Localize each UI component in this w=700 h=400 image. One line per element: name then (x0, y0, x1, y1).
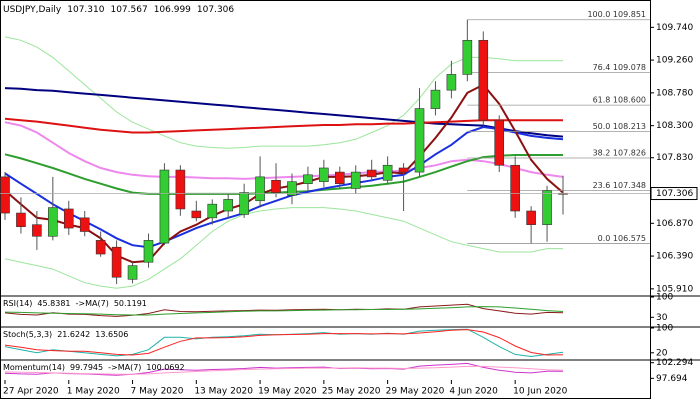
candle-body (478, 39, 489, 121)
indicator-line (4, 87, 564, 138)
symbol-title: USDJPY,Daily (3, 5, 62, 15)
indicator-line (4, 117, 563, 134)
readout-value: 100.0692 (146, 363, 184, 372)
indicator-name: RSI(14) (3, 299, 32, 308)
candle-body (127, 265, 138, 280)
fib-label: 100.0 109.851 (587, 10, 646, 19)
ohlc-value: 107.306 (197, 5, 234, 15)
panel-title: Stoch(5,3,3) 21.6242 13.6506 (3, 330, 128, 339)
x-tick-label: 1 May 2020 (67, 387, 120, 397)
candle-body (287, 181, 297, 196)
fib-label: 61.8 108.600 (593, 96, 646, 105)
y-tick-label: 109.260 (656, 56, 693, 66)
candle-body (79, 217, 90, 232)
candle-body (239, 192, 249, 215)
x-tick-label: 7 May 2020 (131, 387, 184, 397)
readout-value: 50.1191 (114, 299, 147, 308)
fib-label: 23.6 107.348 (593, 181, 646, 190)
ohlc-value: 107.310 (67, 5, 104, 15)
candle-body (48, 207, 58, 237)
candle-body (271, 179, 281, 193)
fib-label: 0.0 106.575 (598, 234, 646, 243)
candle-body (159, 169, 170, 244)
indicator-line (4, 83, 564, 264)
candle-body (366, 169, 377, 178)
candle-body (398, 167, 409, 173)
candle-body (175, 169, 186, 210)
candle-body (207, 203, 218, 219)
x-tick-label: 29 May 2020 (386, 387, 445, 397)
readout-value: 99.7945 (70, 363, 103, 372)
indicator-line (4, 306, 564, 316)
candle-body (0, 176, 10, 214)
ohlc-value: 106.999 (154, 5, 191, 15)
x-tick-label: 10 Jun 2020 (513, 387, 567, 397)
fib-label: 50.0 108.213 (593, 122, 646, 131)
candle-body (462, 39, 473, 75)
y-tick-label: 100 (656, 293, 673, 303)
candle-body (63, 208, 74, 229)
candle-body (494, 119, 505, 166)
candle-body (255, 176, 265, 202)
y-tick-label: 108.780 (656, 88, 693, 98)
indicator-name: Momentum(14) (3, 363, 65, 372)
indicator-line (4, 365, 564, 375)
candle-body (430, 89, 441, 109)
indicator-line (4, 303, 564, 317)
candle-body (303, 174, 313, 184)
candle-body (32, 224, 42, 237)
y-tick-label: 30 (656, 313, 668, 323)
y-tick-label: 106.390 (656, 252, 693, 262)
readout-value: 13.6506 (95, 330, 128, 339)
candle-body (95, 240, 106, 255)
y-tick-label: 100 (656, 324, 673, 334)
last-price-box (650, 187, 698, 201)
x-tick-label: 19 May 2020 (258, 387, 317, 397)
candle-body (319, 167, 329, 182)
candle-body (334, 171, 345, 184)
y-tick-label: 108.300 (656, 121, 693, 131)
x-tick-label: 4 Jun 2020 (449, 387, 498, 397)
y-tick-label: 97.694 (656, 374, 688, 384)
indicator-line (4, 207, 563, 289)
candle-body (111, 246, 122, 278)
panel-title: Momentum(14) 99.7945 ->MA(7) 100.0692 (3, 363, 185, 372)
x-tick-label: 27 Apr 2020 (3, 387, 59, 397)
indicator-line (4, 362, 563, 376)
series-name: ->MA(7) (108, 363, 141, 372)
indicator-name: Stoch(5,3,3) (3, 330, 52, 339)
readout-value: 45.8381 (37, 299, 70, 308)
ohlc-value: 107.567 (110, 5, 147, 15)
candle-body (16, 212, 26, 228)
y-tick-label: 106.870 (656, 219, 693, 229)
panel-title: RSI(14) 45.8381 ->MA(7) 50.1191 (3, 299, 147, 308)
fib-label: 38.2 107.826 (593, 149, 646, 158)
y-tick-label: 102.294 (656, 358, 693, 368)
x-tick-label: 25 May 2020 (322, 387, 381, 397)
candle-body (414, 108, 425, 173)
candle-body (446, 74, 457, 91)
series-name: ->MA(7) (76, 299, 109, 308)
x-tick-label: 13 May 2020 (194, 387, 253, 397)
fib-label: 76.4 109.078 (593, 63, 646, 72)
frame (0, 0, 651, 399)
readout-value: 21.6242 (57, 330, 90, 339)
last-price-label: 107.306 (656, 189, 693, 199)
indicator-line (4, 153, 563, 195)
candle-body (143, 240, 154, 263)
candle-body (382, 164, 393, 181)
candle-body (510, 164, 520, 212)
candle-body (350, 171, 361, 189)
indicator-line (4, 329, 564, 356)
y-tick-label: 109.740 (656, 23, 693, 33)
candle-body (542, 190, 552, 225)
chart-header: USDJPY,Daily 107.310 107.567 106.999 107.306 (3, 5, 234, 15)
y-tick-label: 107.830 (656, 153, 693, 163)
candle-body (223, 199, 233, 212)
y-tick-label: 20 (656, 348, 668, 358)
y-tick-label: 105.910 (656, 284, 693, 294)
candle-body (191, 210, 202, 219)
candle-body (526, 210, 536, 225)
